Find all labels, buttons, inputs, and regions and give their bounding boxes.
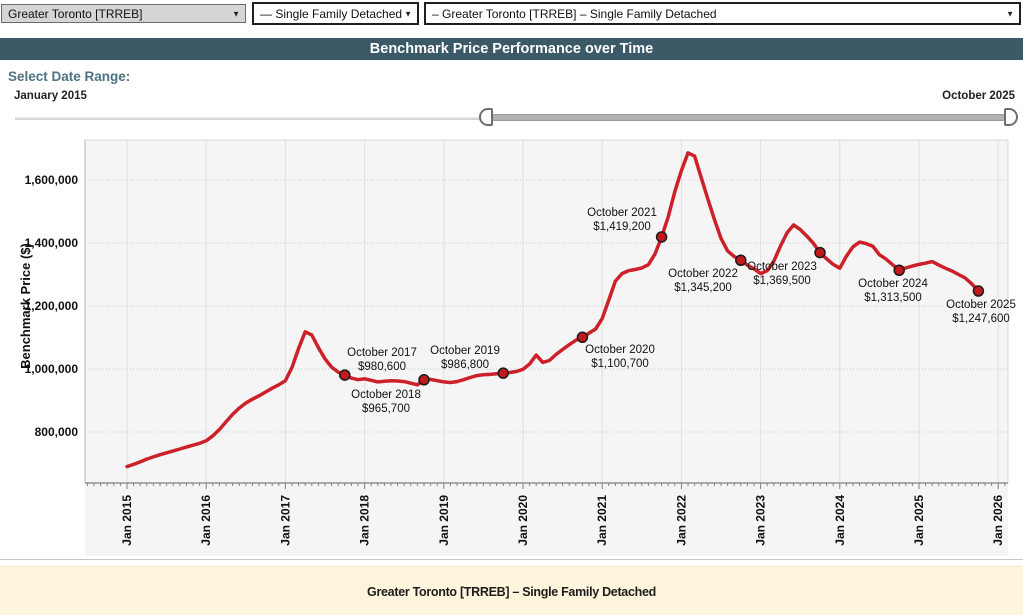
y-tick-label: 1,000,000 <box>25 362 79 376</box>
annotation-date: October 2020 <box>585 344 655 356</box>
slider-track[interactable] <box>15 117 490 120</box>
annotation-date: October 2021 <box>587 207 657 219</box>
annotation-value: $986,800 <box>441 359 489 371</box>
annotation-value: $1,247,600 <box>952 313 1010 325</box>
y-axis-title: Benchmark Price ($) <box>18 243 33 369</box>
slider-handle-left[interactable] <box>479 108 493 126</box>
annotation-value: $980,600 <box>358 361 406 373</box>
x-tick-label: Jan 2021 <box>595 495 609 546</box>
data-point-marker <box>497 367 509 379</box>
x-tick-label: Jan 2016 <box>199 495 213 546</box>
x-tick-label: Jan 2022 <box>674 495 688 546</box>
region-dropdown[interactable]: Greater Toronto [TRREB] ▼ <box>1 4 246 23</box>
data-point-marker <box>814 246 826 259</box>
annotation-value: $1,313,500 <box>864 292 922 304</box>
annotation-date: October 2023 <box>747 261 817 273</box>
x-tick-label: Jan 2017 <box>278 495 292 546</box>
series-dropdown-value: – Greater Toronto [TRREB] – Single Famil… <box>432 6 717 21</box>
benchmark-price-chart: 800,000 1,000,000 1,200,000 1,400,000 1,600,… <box>0 130 1023 566</box>
data-point-marker <box>339 369 351 381</box>
range-end-label: October 2025 <box>942 90 1015 102</box>
x-tick-label: Jan 2024 <box>833 495 847 546</box>
data-point-marker <box>576 331 589 344</box>
annotation-value: $1,345,200 <box>674 282 732 294</box>
y-tick-label: 1,200,000 <box>25 299 79 313</box>
slider-selected-range[interactable] <box>491 114 1006 121</box>
region-dropdown-value: Greater Toronto [TRREB] <box>8 6 143 21</box>
date-range-slider[interactable] <box>0 104 1023 130</box>
chart-canvas: 800,000 1,000,000 1,200,000 1,400,000 1,600,… <box>18 139 1016 556</box>
y-tick-label: 800,000 <box>35 425 79 439</box>
y-tick-label: 1,600,000 <box>25 173 79 187</box>
chevron-down-icon: ▼ <box>232 9 240 18</box>
data-point-marker <box>972 285 985 297</box>
x-tick-label: Jan 2020 <box>516 495 530 546</box>
annotation-value: $1,100,700 <box>591 358 649 370</box>
annotation-date: October 2025 <box>946 299 1016 311</box>
slider-handle-right[interactable] <box>1004 108 1018 126</box>
date-range-label: Select Date Range: <box>8 69 131 84</box>
annotation-value: $1,369,500 <box>753 275 811 287</box>
data-point-marker <box>735 254 747 267</box>
annotation-date: October 2024 <box>858 278 928 290</box>
x-tick-label: Jan 2015 <box>120 495 134 546</box>
plot-background <box>85 140 1008 556</box>
annotation-value: $965,700 <box>362 403 410 415</box>
x-tick-label: Jan 2018 <box>358 495 372 546</box>
annotation-value: $1,419,200 <box>593 221 651 233</box>
x-tick-label: Jan 2026 <box>991 495 1005 546</box>
legend-text: Greater Toronto [TRREB] – Single Family … <box>367 584 656 599</box>
series-dropdown[interactable]: – Greater Toronto [TRREB] – Single Famil… <box>424 2 1021 25</box>
annotation-date: October 2017 <box>347 347 417 359</box>
chevron-down-icon: ▼ <box>404 9 412 18</box>
annotation-date: October 2018 <box>351 389 421 401</box>
data-point-marker <box>893 264 905 276</box>
price-line <box>125 151 981 469</box>
x-tick-label: Jan 2023 <box>754 495 768 546</box>
x-tick-label: Jan 2019 <box>437 495 451 546</box>
chart-title-bar: Benchmark Price Performance over Time <box>0 38 1023 60</box>
range-start-label: January 2015 <box>14 90 87 102</box>
x-tick-label: Jan 2025 <box>912 495 926 546</box>
chart-bottom-border <box>0 559 1023 560</box>
annotation-date: October 2019 <box>430 345 500 357</box>
chevron-down-icon: ▼ <box>1006 9 1014 18</box>
y-tick-label: 1,400,000 <box>25 236 79 250</box>
data-point-marker <box>655 231 668 243</box>
property-type-dropdown[interactable]: — Single Family Detached ▼ <box>252 2 419 25</box>
chart-legend-bar: Greater Toronto [TRREB] – Single Family … <box>0 566 1023 615</box>
chart-title: Benchmark Price Performance over Time <box>369 41 654 57</box>
annotation-date: October 2022 <box>668 268 738 280</box>
data-point-marker <box>418 374 430 386</box>
property-type-dropdown-value: — Single Family Detached <box>260 6 403 21</box>
